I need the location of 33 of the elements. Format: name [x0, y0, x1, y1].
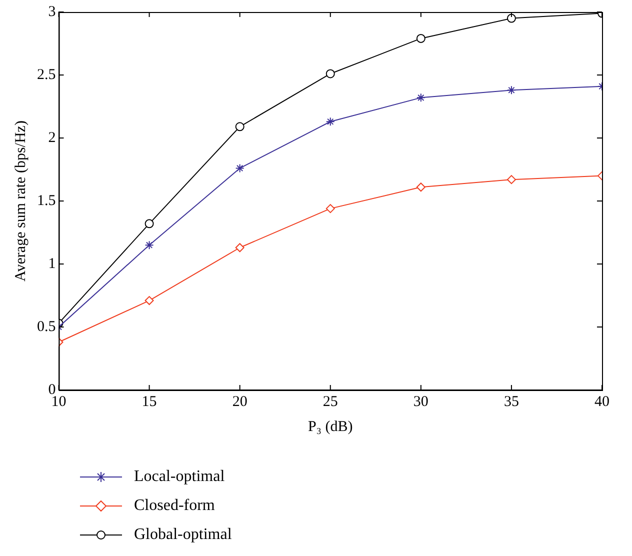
point — [506, 175, 516, 184]
x-tick-label: 35 — [504, 394, 519, 410]
x-tick-label: 40 — [594, 394, 610, 410]
legend-label: Global-optimal — [134, 526, 232, 544]
point — [506, 14, 516, 23]
x-tick-label: 15 — [142, 394, 157, 410]
point — [506, 86, 516, 95]
x-tick-label: 30 — [413, 394, 428, 410]
y-tick-label: 3 — [48, 4, 56, 20]
x-axis-title: P₃ (dB) — [308, 418, 353, 435]
point — [144, 296, 154, 306]
y-tick-label: 1.5 — [37, 192, 56, 209]
point — [326, 69, 335, 78]
y-tick-label: 2 — [48, 130, 56, 146]
y-tick-label: 1 — [48, 256, 56, 272]
x-tick-label: 20 — [232, 394, 248, 410]
point — [235, 243, 244, 252]
point — [416, 182, 426, 192]
point — [326, 117, 335, 126]
x-tick-label: 10 — [51, 394, 66, 410]
point — [326, 204, 335, 214]
y-tick-label: 2.5 — [37, 66, 56, 83]
legend-label: Closed-form — [134, 496, 215, 514]
y-tick-label: 0.5 — [37, 318, 56, 335]
point — [235, 164, 244, 173]
point — [144, 219, 154, 228]
y-axis-title: Average sum rate (bps/Hz) — [12, 120, 29, 282]
point — [144, 240, 154, 250]
point — [416, 34, 426, 43]
legend-label: Local-optimal — [134, 468, 225, 486]
point — [235, 122, 244, 132]
point — [416, 93, 426, 102]
x-tick-label: 25 — [322, 394, 338, 410]
